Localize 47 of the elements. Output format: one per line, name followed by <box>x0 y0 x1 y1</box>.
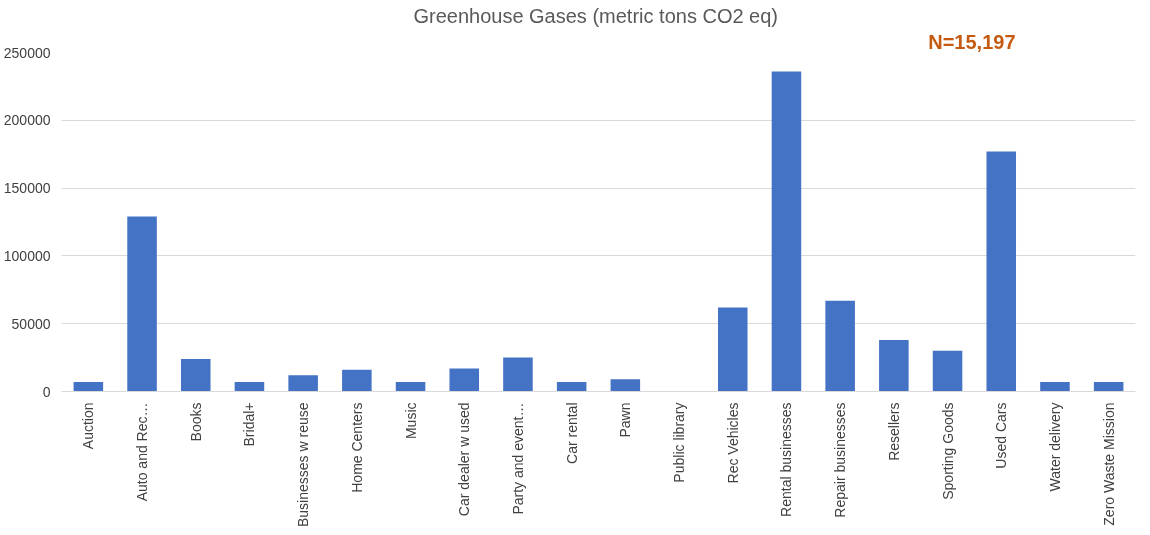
x-tick-label: Auto and Rec… <box>134 402 151 502</box>
x-tick-label: Sporting Goods <box>939 402 956 500</box>
x-tick-label: Car dealer w used <box>456 402 473 517</box>
bar <box>180 358 211 392</box>
bar <box>234 382 265 392</box>
text: N=15,197 <box>928 30 1016 53</box>
x-tick-label: Party and event… <box>509 402 526 515</box>
x-tick-label: Books <box>187 402 204 442</box>
x-tick-label: Used Cars <box>993 402 1010 469</box>
y-tick-label: 200000 <box>3 112 51 129</box>
x-tick-label: Rental businesses <box>778 402 795 517</box>
bar <box>288 375 318 392</box>
y-tick-label: 50000 <box>11 315 51 332</box>
x-tick-label: Repair businesses <box>832 402 849 518</box>
y-tick-label: 250000 <box>3 44 51 61</box>
bar <box>127 216 157 392</box>
bar <box>73 382 104 392</box>
bar <box>1040 382 1070 392</box>
bar <box>932 350 963 392</box>
x-tick-label: Music <box>402 402 419 440</box>
x-tick-label: Auction <box>80 402 97 450</box>
y-tick-label: 100000 <box>3 247 51 264</box>
y-tick-label: 150000 <box>3 180 51 197</box>
x-tick-label: Resellers <box>885 402 902 461</box>
x-tick-label: Bridal+ <box>241 402 258 447</box>
bar <box>1093 382 1124 392</box>
x-tick-label: Water delivery <box>1046 402 1063 492</box>
bar <box>610 379 641 392</box>
x-tick-label: Car rental <box>563 402 580 464</box>
x-tick-label: Public library <box>671 402 688 483</box>
bar <box>342 369 372 392</box>
x-tick-label: Pawn <box>617 402 634 438</box>
bar <box>825 300 855 392</box>
chart-title: Greenhouse Gases (metric tons CO2 eq) <box>413 4 779 27</box>
bar <box>879 339 909 392</box>
x-tick-label: Home Centers <box>348 402 365 493</box>
bar <box>556 382 587 392</box>
x-tick-label: Businesses w reuse <box>295 402 312 527</box>
bar <box>503 357 533 392</box>
bar <box>986 151 1017 392</box>
x-tick-label: Rec Vehicles <box>724 402 741 484</box>
x-tick-label: Zero Waste Mission <box>1100 402 1117 526</box>
bar <box>717 307 748 392</box>
bar <box>449 368 480 392</box>
bar <box>395 382 426 392</box>
y-tick-label: 0 <box>42 383 51 400</box>
bar <box>771 71 802 392</box>
